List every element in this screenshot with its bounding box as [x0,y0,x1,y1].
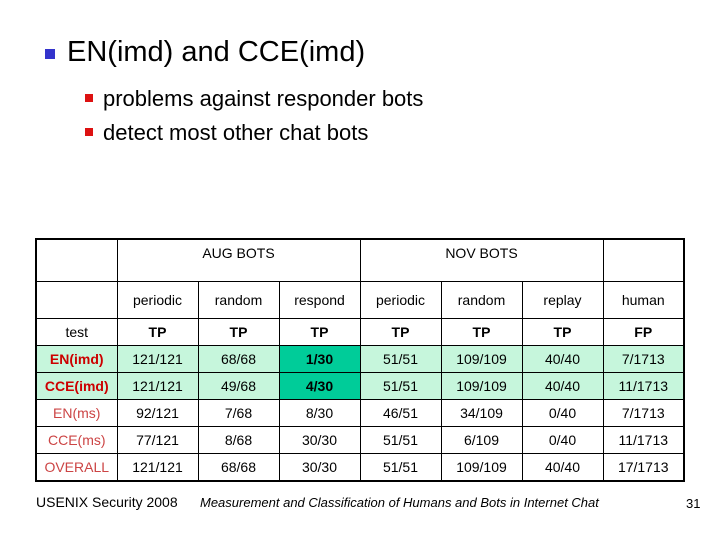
data-cell: 0/40 [521,426,604,454]
bullet-item-2: detect most other chat bots [103,120,369,145]
data-cell: 30/30 [278,426,361,454]
data-cell: 51/51 [359,426,442,454]
test-type-cell: TP [116,318,199,346]
sub-bullet-icon [85,128,93,136]
footer-paper-title: Measurement and Classification of Humans… [200,495,599,510]
test-row-label: test [35,318,118,346]
test-type-cell: TP [197,318,280,346]
test-type-cell: TP [359,318,442,346]
slide-title: EN(imd) and CCE(imd) [67,36,366,68]
column-header-cell: periodic [116,281,199,319]
test-type-cell: TP [521,318,604,346]
data-cell: 109/109 [440,453,523,482]
column-header-cell: periodic [359,281,442,319]
test-type-cell: FP [602,318,685,346]
data-cell: 51/51 [359,453,442,482]
data-cell: 40/40 [521,345,604,373]
highlighted-data-cell: 1/30 [278,345,361,373]
data-cell: 11/1713 [602,372,685,400]
data-row: CCE(imd) 121/121 49/68 4/30 51/51 109/109 40/4… [35,372,685,400]
group-header-cell: AUG BOTS [116,238,361,282]
data-cell: 51/51 [359,372,442,400]
footer-conference: USENIX Security 2008 [36,494,178,510]
data-cell: 7/68 [197,399,280,427]
data-cell: 121/121 [116,372,199,400]
empty-header-cell [35,238,118,282]
column-header-cell: random [440,281,523,319]
data-cell: 34/109 [440,399,523,427]
footer-page-number: 31 [686,496,701,511]
data-cell: 7/1713 [602,399,685,427]
title-bullet-icon [45,49,55,59]
column-header-cell: human [602,281,685,319]
bullet-item-1: problems against responder bots [103,86,424,111]
data-cell: 46/51 [359,399,442,427]
test-type-cell: TP [440,318,523,346]
data-cell: 40/40 [521,453,604,482]
data-cell: 11/1713 [602,426,685,454]
data-cell: 68/68 [197,345,280,373]
test-type-row: test TP TP TP TP TP TP FP [35,318,685,346]
data-row: OVERALL 121/121 68/68 30/30 51/51 109/109 40/4… [35,453,685,482]
data-row: CCE(ms) 77/121 8/68 30/30 51/51 6/109 0/40 11/1… [35,426,685,454]
row-label: EN(imd) [35,345,118,373]
data-cell: 51/51 [359,345,442,373]
data-cell: 0/40 [521,399,604,427]
row-label: EN(ms) [35,399,118,427]
data-row: EN(imd) 121/121 68/68 1/30 51/51 109/109 40/40… [35,345,685,373]
column-header-cell: replay [521,281,604,319]
data-cell: 6/109 [440,426,523,454]
highlighted-data-cell: 4/30 [278,372,361,400]
row-label: CCE(ms) [35,426,118,454]
data-cell: 49/68 [197,372,280,400]
data-cell: 109/109 [440,372,523,400]
data-cell: 109/109 [440,345,523,373]
column-header-cell: random [197,281,280,319]
data-cell: 92/121 [116,399,199,427]
data-cell: 77/121 [116,426,199,454]
test-type-cell: TP [278,318,361,346]
data-cell: 68/68 [197,453,280,482]
data-cell: 121/121 [116,345,199,373]
row-label: OVERALL [35,453,118,482]
results-table: AUG BOTS NOV BOTS periodic random respond per… [35,238,685,482]
row-label: CCE(imd) [35,372,118,400]
data-cell: 30/30 [278,453,361,482]
column-header-row: periodic random respond periodic random repla… [35,281,685,319]
sub-bullet-icon [85,94,93,102]
data-row: EN(ms) 92/121 7/68 8/30 46/51 34/109 0/40 7/171… [35,399,685,427]
data-cell: 40/40 [521,372,604,400]
data-cell: 7/1713 [602,345,685,373]
data-cell: 8/30 [278,399,361,427]
column-header-cell: respond [278,281,361,319]
data-cell: 17/1713 [602,453,685,482]
group-header-row: AUG BOTS NOV BOTS [35,238,685,282]
empty-header-cell [35,281,118,319]
data-cell: 121/121 [116,453,199,482]
empty-header-cell [602,238,685,282]
results-table-body: AUG BOTS NOV BOTS periodic random respond per… [35,238,685,482]
group-header-cell: NOV BOTS [359,238,604,282]
data-cell: 8/68 [197,426,280,454]
